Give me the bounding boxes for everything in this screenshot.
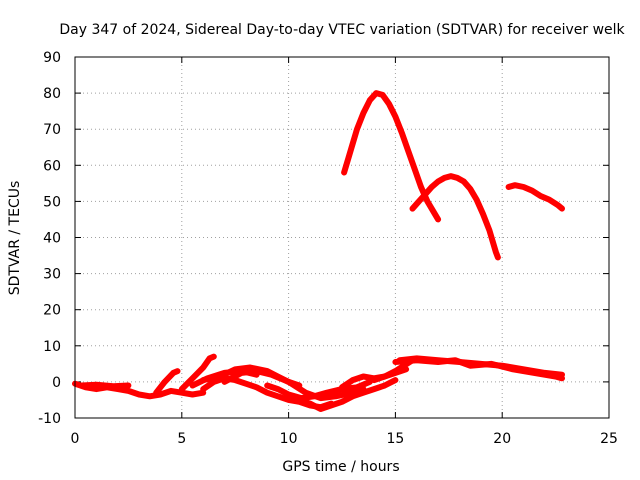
series-arc-n bbox=[392, 357, 565, 382]
series-arc-a bbox=[72, 380, 207, 400]
series-arc-p bbox=[409, 173, 501, 261]
y-axis-label: SDTVAR / TECUs bbox=[7, 181, 23, 296]
ticks-layer: 0 5 10 15 20 25 -10 0 10 20 30 40 50 60 70 80 90 bbox=[38, 50, 618, 447]
y-tick-label: 70 bbox=[43, 122, 61, 138]
series-arc-c bbox=[153, 368, 181, 396]
y-tick-label: 60 bbox=[43, 158, 61, 174]
y-tick-label: 80 bbox=[43, 86, 61, 102]
grid-layer bbox=[75, 57, 609, 418]
series-arc-q bbox=[505, 182, 565, 212]
y-tick-label: 90 bbox=[43, 50, 61, 66]
series-arc-h bbox=[221, 368, 367, 402]
y-tick-label: 30 bbox=[43, 267, 61, 283]
chart-title: Day 347 of 2024, Sidereal Day-to-day VTE… bbox=[59, 22, 625, 38]
y-tick-label: -10 bbox=[38, 411, 61, 427]
x-axis-label: GPS time / hours bbox=[282, 459, 399, 475]
plot-frame bbox=[74, 56, 610, 419]
series-arc-o bbox=[341, 90, 442, 223]
series-arc-i bbox=[264, 378, 373, 402]
series-arc-b bbox=[78, 381, 132, 390]
series-arc-d bbox=[178, 353, 217, 393]
y-tick-label: 40 bbox=[43, 231, 61, 247]
y-tick-label: 50 bbox=[43, 194, 61, 210]
y-tick-label: 20 bbox=[43, 303, 61, 319]
x-tick-label: 5 bbox=[177, 431, 186, 447]
y-tick-label: 0 bbox=[52, 375, 61, 391]
x-tick-label: 10 bbox=[280, 431, 298, 447]
y-tick-label: 10 bbox=[43, 339, 61, 355]
series-arc-j bbox=[296, 377, 399, 412]
x-tick-label: 0 bbox=[71, 431, 80, 447]
x-tick-label: 20 bbox=[493, 431, 511, 447]
series-layer bbox=[72, 90, 565, 412]
x-tick-label: 25 bbox=[600, 431, 618, 447]
x-tick-label: 15 bbox=[386, 431, 404, 447]
